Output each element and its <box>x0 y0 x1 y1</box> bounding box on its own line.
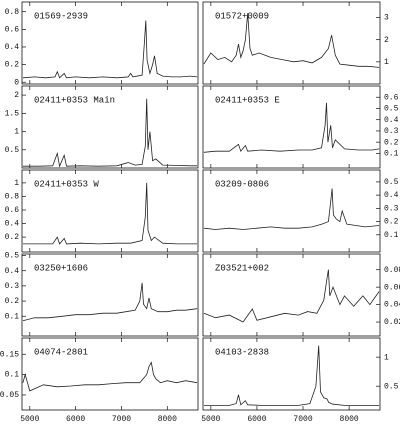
y-tick-label: 0.6 <box>384 93 399 102</box>
x-tick-label: 7000 <box>293 415 312 424</box>
y-tick-label: 0.1 <box>5 312 20 321</box>
panel-title: 01569-2939 <box>34 11 88 21</box>
y-tick-label: 0.4 <box>384 191 399 200</box>
spectrum-line <box>22 282 198 322</box>
panel-title: 04103-2838 <box>215 347 269 357</box>
panel-frame <box>21 169 199 253</box>
y-tick-label: 1 <box>384 353 389 362</box>
panel-title: Z03521+002 <box>215 263 269 273</box>
panel-frame <box>202 1 381 85</box>
spectrum-line <box>22 20 198 79</box>
y-tick-label: 0.15 <box>0 350 19 359</box>
panel-title: 03250+1606 <box>34 263 88 273</box>
x-tick-label: 8000 <box>340 415 359 424</box>
y-tick-label: 0.5 <box>5 252 20 261</box>
y-tick-label: 0.06 <box>384 283 400 292</box>
panel-frame <box>202 253 381 337</box>
y-tick-label: 0.5 <box>5 146 20 155</box>
y-tick-label: 0.6 <box>5 206 20 215</box>
y-tick-label: 0.5 <box>384 105 399 114</box>
y-tick-label: 0.4 <box>5 220 20 229</box>
panel-title: 04074-2801 <box>34 347 88 357</box>
y-tick-label: 0.2 <box>384 138 399 147</box>
y-tick-label: 3 <box>384 14 389 23</box>
panel-title: 02411+0353 Main <box>34 95 115 105</box>
panel-frame <box>21 337 199 411</box>
y-tick-label: 0.4 <box>5 43 20 52</box>
y-tick-label: 0.2 <box>384 218 399 227</box>
panel-frame <box>21 85 199 169</box>
spectrum-line <box>203 345 380 406</box>
y-tick-label: 0.05 <box>0 391 19 400</box>
y-tick-label: 0 <box>14 78 19 87</box>
y-tick-label: 0.1 <box>5 371 20 380</box>
y-tick-label: 0.04 <box>384 301 400 310</box>
y-tick-label: 1 <box>384 58 389 67</box>
x-tick-label: 6000 <box>247 415 266 424</box>
y-tick-label: 1 <box>14 128 19 137</box>
spectrum-line <box>22 98 198 168</box>
panel-frame <box>202 85 381 169</box>
y-tick-label: 0.5 <box>384 178 399 187</box>
y-tick-label: 0.3 <box>384 204 399 213</box>
panel-title: 03209-0806 <box>215 179 269 189</box>
spectrum-line <box>203 269 380 323</box>
y-tick-label: 0.1 <box>384 231 399 240</box>
panel-frame <box>21 253 199 337</box>
y-tick-label: 1 <box>14 179 19 188</box>
panel-frame <box>202 169 381 253</box>
spectrum-line <box>22 182 198 245</box>
x-tick-label: 8000 <box>158 415 177 424</box>
x-tick-label: 7000 <box>112 415 131 424</box>
y-tick-label: 0.08 <box>384 266 400 275</box>
y-tick-label: 0.4 <box>5 267 20 276</box>
y-tick-label: 0.2 <box>5 297 20 306</box>
y-tick-label: 0.3 <box>5 282 20 291</box>
panel-title: 02411+0353 W <box>34 179 99 189</box>
y-tick-label: 1.5 <box>5 109 20 118</box>
x-tick-label: 6000 <box>66 415 85 424</box>
x-tick-label: 5000 <box>20 415 39 424</box>
panel-frame <box>21 1 199 85</box>
panel-frame <box>202 337 381 411</box>
y-tick-label: 0.1 <box>384 150 399 159</box>
spectrum-line <box>203 13 380 68</box>
panel-title: 01572+0009 <box>215 11 269 21</box>
y-tick-label: 0.2 <box>5 233 20 242</box>
spectrum-line <box>203 102 380 153</box>
y-tick-label: 0.2 <box>5 61 20 70</box>
y-tick-label: 0.3 <box>384 127 399 136</box>
y-tick-label: 0.4 <box>384 116 399 125</box>
y-tick-label: 0.8 <box>5 8 20 17</box>
y-tick-label: 2 <box>384 36 389 45</box>
y-tick-label: 0.8 <box>5 193 20 202</box>
x-tick-label: 5000 <box>201 415 220 424</box>
y-tick-label: 2 <box>14 91 19 100</box>
spectrum-line <box>22 361 198 392</box>
panel-title: 02411+0353 E <box>215 95 280 105</box>
y-tick-label: 0.6 <box>5 25 20 34</box>
y-tick-label: 0.02 <box>384 318 400 327</box>
y-tick-label: 0.5 <box>384 382 399 391</box>
spectrum-line <box>203 188 380 230</box>
